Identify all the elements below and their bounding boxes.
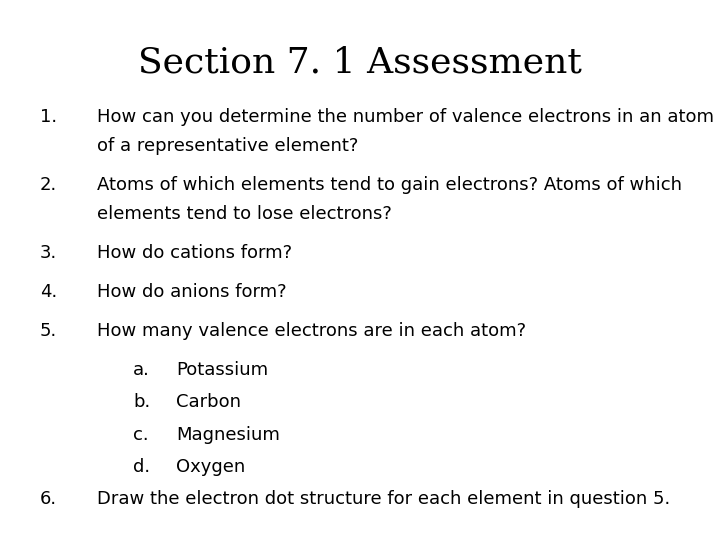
Text: of a representative element?: of a representative element? [97,137,359,155]
Text: 5.: 5. [40,322,57,340]
Text: 2.: 2. [40,176,57,194]
Text: d.: d. [133,458,150,476]
Text: Magnesium: Magnesium [176,426,280,443]
Text: Potassium: Potassium [176,361,269,379]
Text: How do anions form?: How do anions form? [97,283,287,301]
Text: b.: b. [133,393,150,411]
Text: c.: c. [133,426,149,443]
Text: How many valence electrons are in each atom?: How many valence electrons are in each a… [97,322,526,340]
Text: 3.: 3. [40,244,57,262]
Text: 6.: 6. [40,490,57,508]
Text: a.: a. [133,361,150,379]
Text: Atoms of which elements tend to gain electrons? Atoms of which: Atoms of which elements tend to gain ele… [97,176,683,194]
Text: Draw the electron dot structure for each element in question 5.: Draw the electron dot structure for each… [97,490,670,508]
Text: How can you determine the number of valence electrons in an atom: How can you determine the number of vale… [97,108,714,126]
Text: elements tend to lose electrons?: elements tend to lose electrons? [97,205,392,223]
Text: 1.: 1. [40,108,57,126]
Text: 4.: 4. [40,283,57,301]
Text: How do cations form?: How do cations form? [97,244,292,262]
Text: Carbon: Carbon [176,393,241,411]
Text: Oxygen: Oxygen [176,458,246,476]
Text: Section 7. 1 Assessment: Section 7. 1 Assessment [138,46,582,80]
